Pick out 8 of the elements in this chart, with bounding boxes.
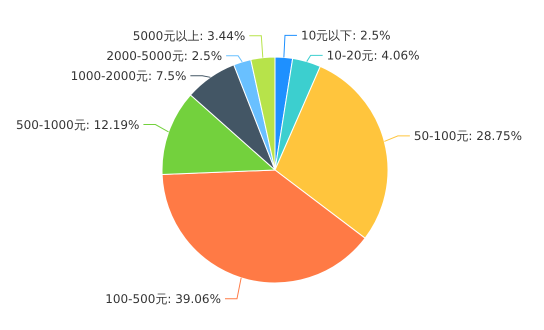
- slice-label: 500-1000元: 12.19%: [16, 118, 140, 132]
- slice-label: 1000-2000元: 7.5%: [70, 68, 186, 83]
- slice-label: 50-100元: 28.75%: [414, 129, 522, 144]
- slice-label: 100-500元: 39.06%: [105, 292, 221, 306]
- slice-label: 5000元以上: 3.44%: [132, 28, 246, 43]
- slice-label: 10-20元: 4.06%: [326, 48, 420, 63]
- slice-label: 10元以下: 2.5%: [300, 28, 391, 43]
- slice-label: 2000-5000元: 2.5%: [106, 48, 222, 63]
